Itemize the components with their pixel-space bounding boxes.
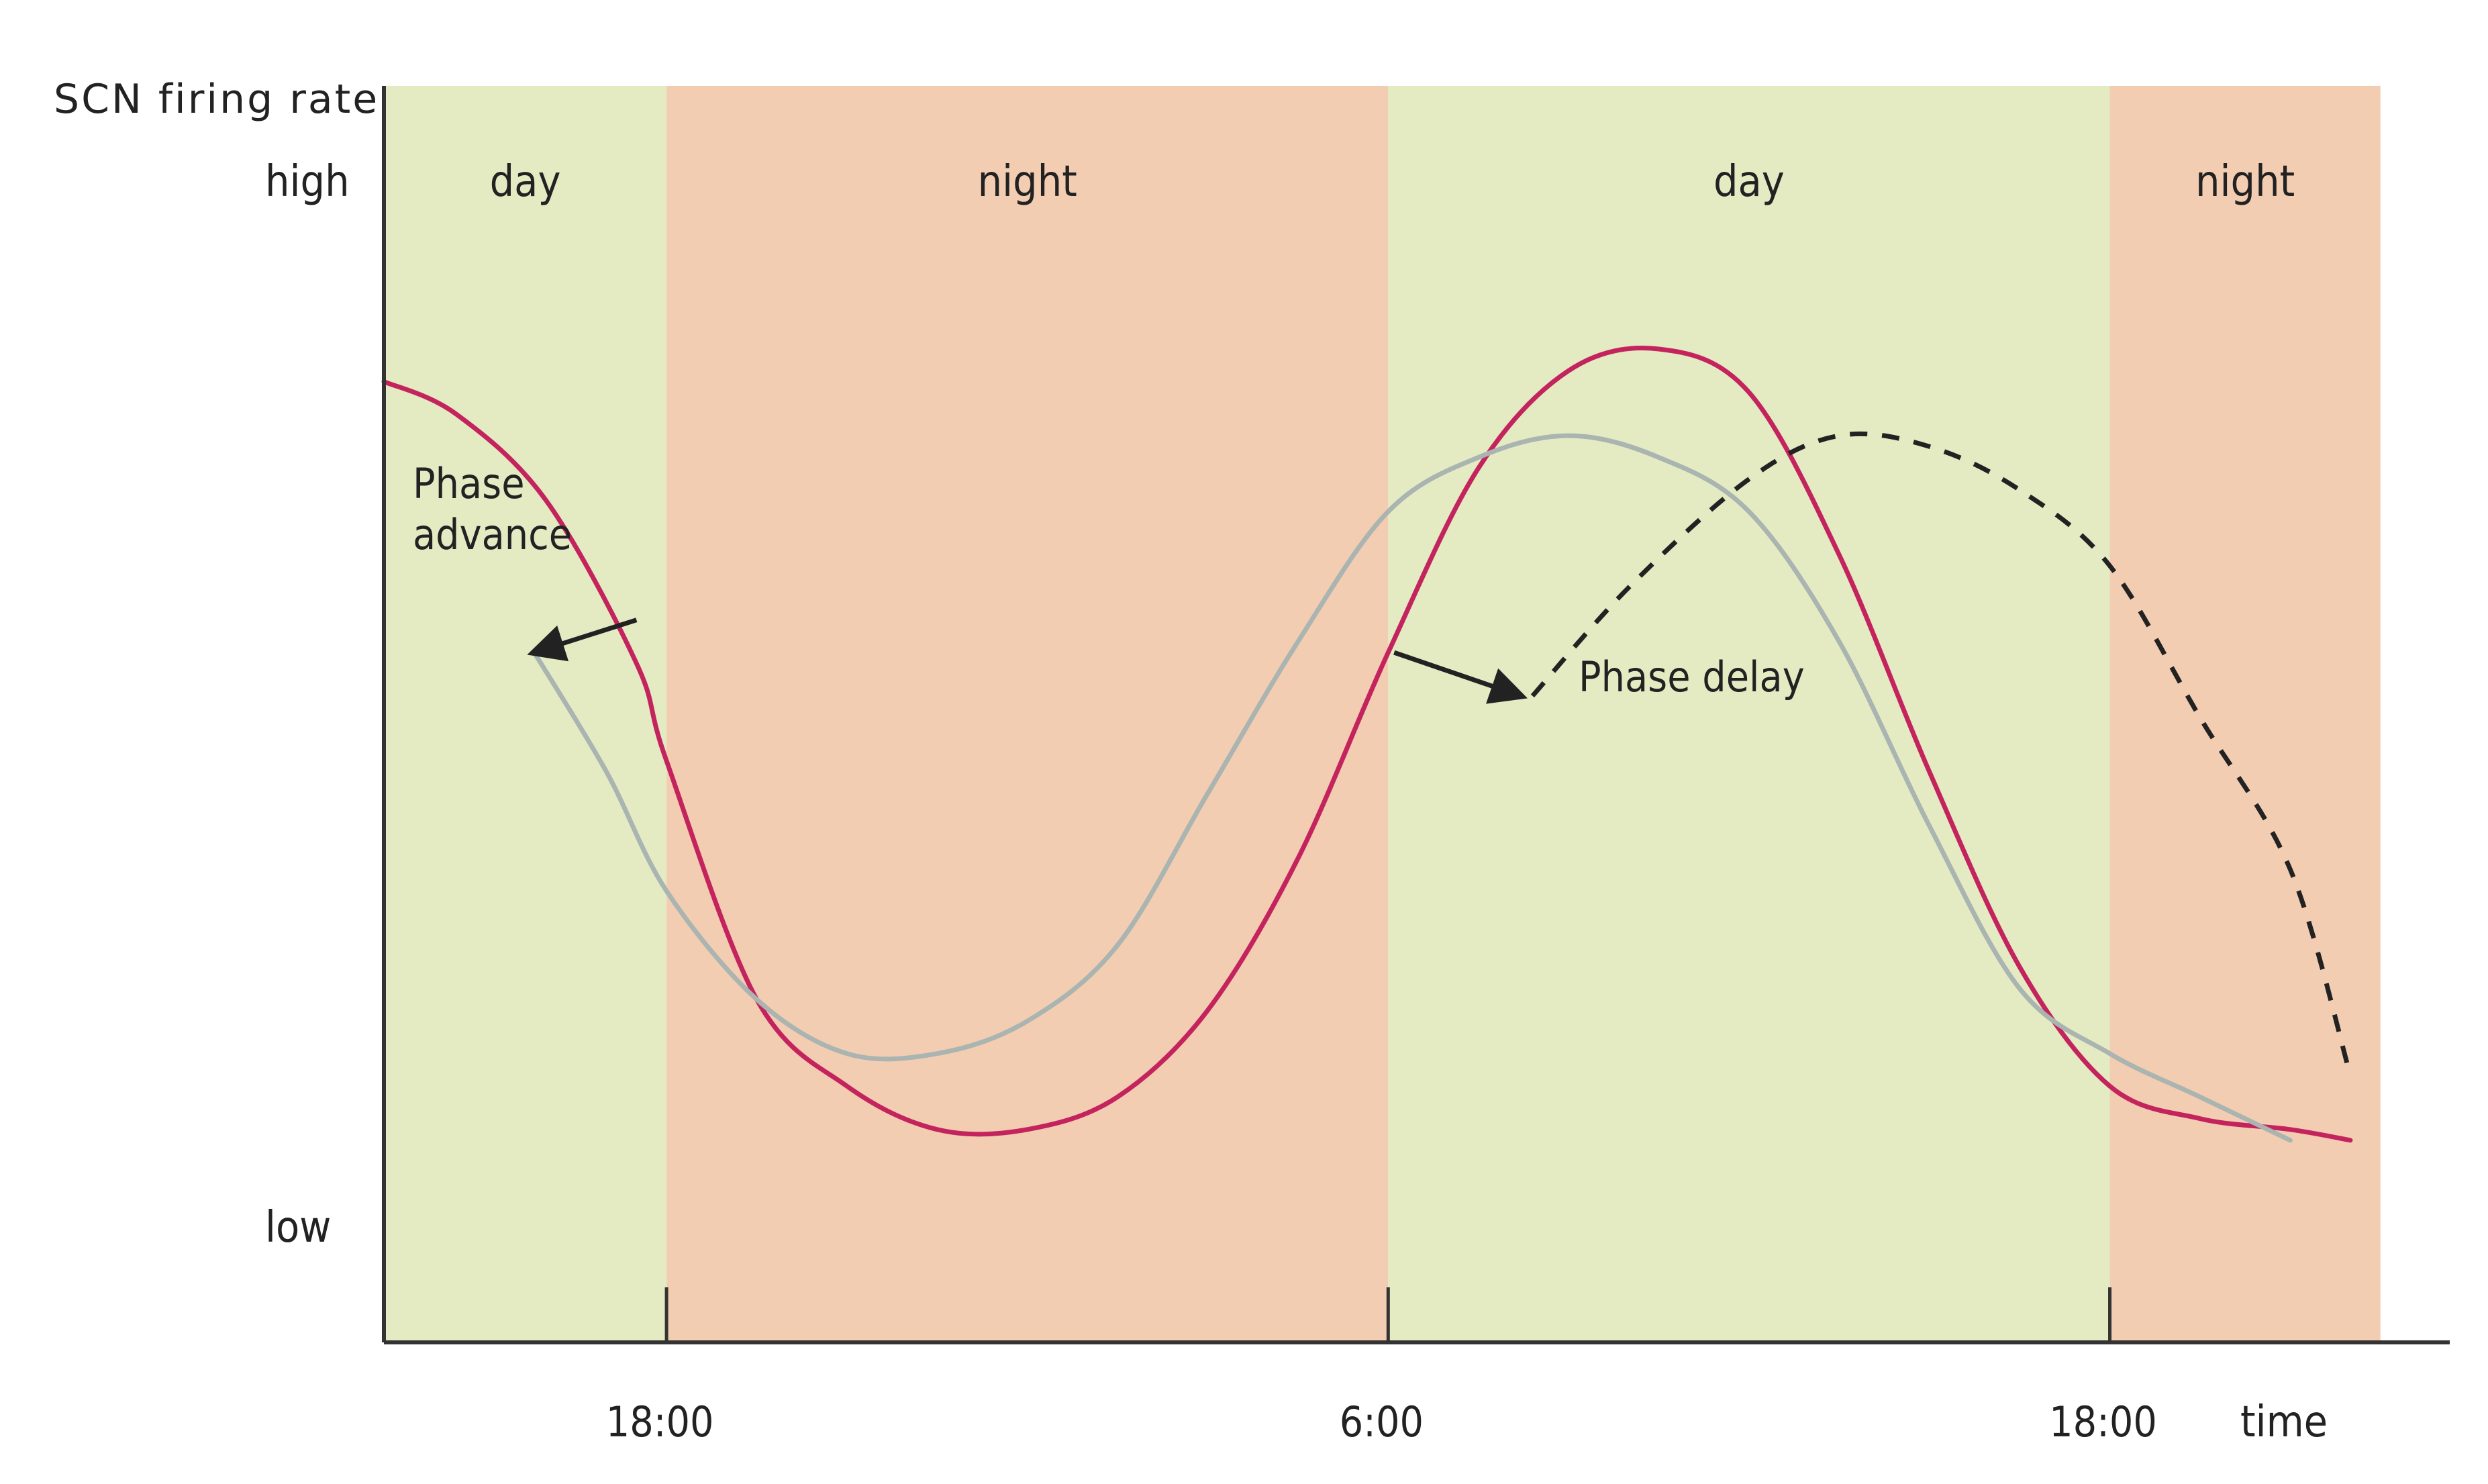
phase-advance-label-line1: Phase — [413, 459, 525, 508]
band-label-day-2: day — [1713, 157, 1785, 207]
series-line-0 — [381, 345, 2353, 1143]
band-labels: day night day night — [490, 157, 2295, 207]
y-tick-label-low: low — [265, 1203, 331, 1252]
band-label-night-3: night — [2195, 157, 2295, 207]
series-lines — [381, 345, 2353, 1143]
annotation-arrow-1 — [1393, 650, 1528, 704]
y-tick-label-high: high — [265, 157, 350, 207]
band-label-night-1: night — [978, 157, 1077, 207]
band-day-2 — [1388, 86, 2110, 1342]
series-line-1 — [532, 433, 2293, 1143]
x-tick-label-1: 6:00 — [1340, 1397, 1424, 1446]
phase-advance-label-line2: advance — [413, 510, 572, 559]
band-night-1 — [666, 86, 1389, 1342]
day-night-bands — [384, 86, 2381, 1342]
annotation-arrow-0 — [527, 617, 638, 662]
series-line-2 — [1530, 431, 2353, 1076]
x-tick-label-0: 18:00 — [606, 1397, 714, 1446]
x-axis-label: time — [2240, 1397, 2328, 1447]
phase-delay-label: Phase delay — [1579, 652, 1805, 701]
x-tick-label-2: 18:00 — [2049, 1397, 2157, 1446]
axes: 18:00 6:00 18:00 — [382, 86, 2450, 1446]
band-label-day-0: day — [490, 157, 561, 207]
band-night-3 — [2109, 86, 2381, 1342]
band-day-0 — [384, 86, 667, 1342]
y-axis-label: SCN firing rate — [54, 76, 379, 123]
